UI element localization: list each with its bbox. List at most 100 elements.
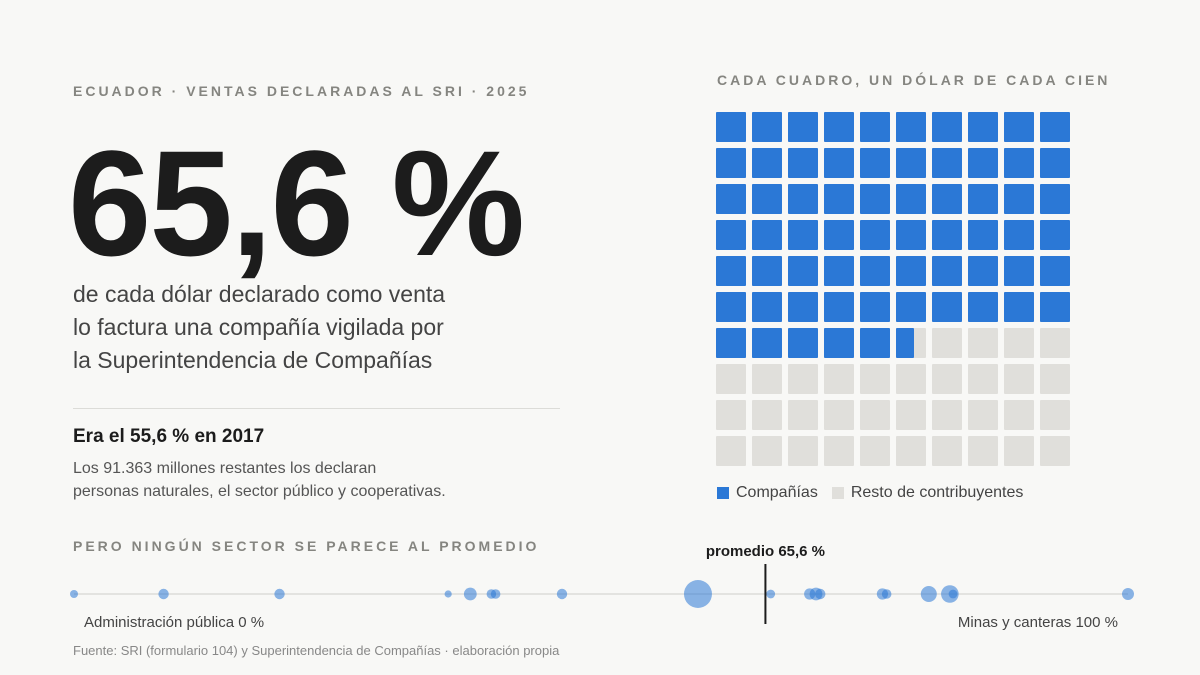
source-note: Fuente: SRI (formulario 104) y Superinte… — [73, 643, 560, 658]
waffle-cell-rest — [716, 364, 746, 394]
waffle-cell-companias — [968, 184, 998, 214]
waffle-cell — [968, 148, 998, 178]
waffle-cell-companias — [716, 292, 746, 322]
waffle-cell-rest — [932, 400, 962, 430]
average-label: promedio 65,6 % — [705, 543, 826, 560]
waffle-cell-companias — [968, 112, 998, 142]
waffle-cell — [1040, 220, 1070, 250]
waffle-cell-rest — [932, 436, 962, 466]
waffle-cell-companias — [860, 256, 890, 286]
waffle-cell-companias — [896, 256, 926, 286]
sector-point — [881, 589, 892, 599]
waffle-cell-companias — [896, 220, 926, 250]
sector-point — [444, 590, 452, 598]
waffle-cell-companias — [1040, 256, 1070, 286]
sector-point — [463, 587, 477, 601]
waffle-cell — [788, 328, 818, 358]
waffle-cell-companias — [896, 148, 926, 178]
waffle-cell — [752, 436, 782, 466]
waffle-cell-companias — [932, 184, 962, 214]
waffle-cell-companias — [968, 256, 998, 286]
waffle-cell-companias — [932, 112, 962, 142]
waffle-cell — [788, 220, 818, 250]
sector-point — [274, 588, 285, 600]
waffle-cell-rest — [1004, 400, 1034, 430]
lead-line-2: lo factura una compañía vigilada por — [73, 314, 444, 340]
waffle-cell-companias — [788, 112, 818, 142]
waffle-cell-companias — [752, 292, 782, 322]
waffle-cell — [860, 328, 890, 358]
waffle-cell — [860, 292, 890, 322]
waffle-cell — [896, 436, 926, 466]
waffle-cell — [860, 400, 890, 430]
waffle-cell — [752, 292, 782, 322]
waffle-cell-rest — [968, 364, 998, 394]
waffle-cell-rest — [788, 436, 818, 466]
waffle-cell-companias — [1040, 148, 1070, 178]
waffle-cell-rest — [1004, 328, 1034, 358]
waffle-cell — [860, 436, 890, 466]
waffle-cell-companias — [1004, 220, 1034, 250]
waffle-cell-companias — [968, 220, 998, 250]
legend-swatch-resto — [831, 487, 844, 499]
waffle-cell-companias — [716, 184, 746, 214]
waffle-cell-companias — [1040, 112, 1070, 142]
waffle-cell-companias — [824, 184, 854, 214]
waffle-cell — [932, 184, 962, 214]
waffle-cell — [788, 436, 818, 466]
sector-point — [158, 588, 169, 600]
waffle-cell-rest — [752, 400, 782, 430]
waffle-cell-rest — [896, 436, 926, 466]
waffle-cell-rest — [716, 436, 746, 466]
waffle-cell — [968, 328, 998, 358]
waffle-cell — [788, 292, 818, 322]
waffle-cell — [968, 364, 998, 394]
sector-point — [1122, 588, 1134, 600]
waffle-cell-companias — [716, 328, 746, 358]
waffle-cell — [752, 112, 782, 142]
waffle-cell-companias — [968, 292, 998, 322]
waffle-cell — [716, 256, 746, 286]
sectors-kicker: PERO NINGÚN SECTOR SE PARECE AL PROMEDIO — [73, 538, 540, 554]
waffle-cell — [788, 256, 818, 286]
waffle-cell — [932, 364, 962, 394]
waffle-cell-companias — [932, 220, 962, 250]
waffle-cell — [896, 256, 926, 286]
waffle-cell-rest — [824, 400, 854, 430]
waffle-cell — [1004, 292, 1034, 322]
waffle-cell-companias — [896, 112, 926, 142]
waffle-cell-companias — [1004, 112, 1034, 142]
waffle-cell — [824, 148, 854, 178]
waffle-cell — [860, 220, 890, 250]
waffle-cell — [932, 256, 962, 286]
waffle-cell-rest — [1004, 436, 1034, 466]
waffle-cell-companias — [932, 292, 962, 322]
sector-point — [556, 588, 568, 600]
waffle-cell-companias — [860, 184, 890, 214]
waffle-cell — [896, 148, 926, 178]
waffle-cell-companias — [860, 292, 890, 322]
waffle-cell — [1004, 400, 1034, 430]
waffle-cell-companias — [896, 184, 926, 214]
waffle-cell-companias — [752, 220, 782, 250]
waffle-cell — [896, 400, 926, 430]
waffle-cell — [752, 184, 782, 214]
waffle-cell — [824, 436, 854, 466]
waffle-cell-companias — [824, 256, 854, 286]
waffle-cell-rest — [896, 364, 926, 394]
waffle-cell — [1004, 436, 1034, 466]
headline-value: 65,6 % — [68, 119, 525, 287]
waffle-cell — [968, 436, 998, 466]
sector-point — [766, 589, 776, 599]
waffle-cell — [716, 400, 746, 430]
waffle-cell — [896, 328, 926, 358]
waffle-cell-companias — [824, 220, 854, 250]
sector-point — [920, 586, 937, 602]
waffle-cell — [1004, 148, 1034, 178]
waffle-legend: Compañías Resto de contribuyentes — [717, 484, 1037, 502]
waffle-cell — [1040, 364, 1070, 394]
waffle-cell — [716, 220, 746, 250]
waffle-cell — [932, 400, 962, 430]
waffle-title: CADA CUADRO, UN DÓLAR DE CADA CIEN — [717, 72, 1111, 88]
waffle-cell — [1040, 112, 1070, 142]
